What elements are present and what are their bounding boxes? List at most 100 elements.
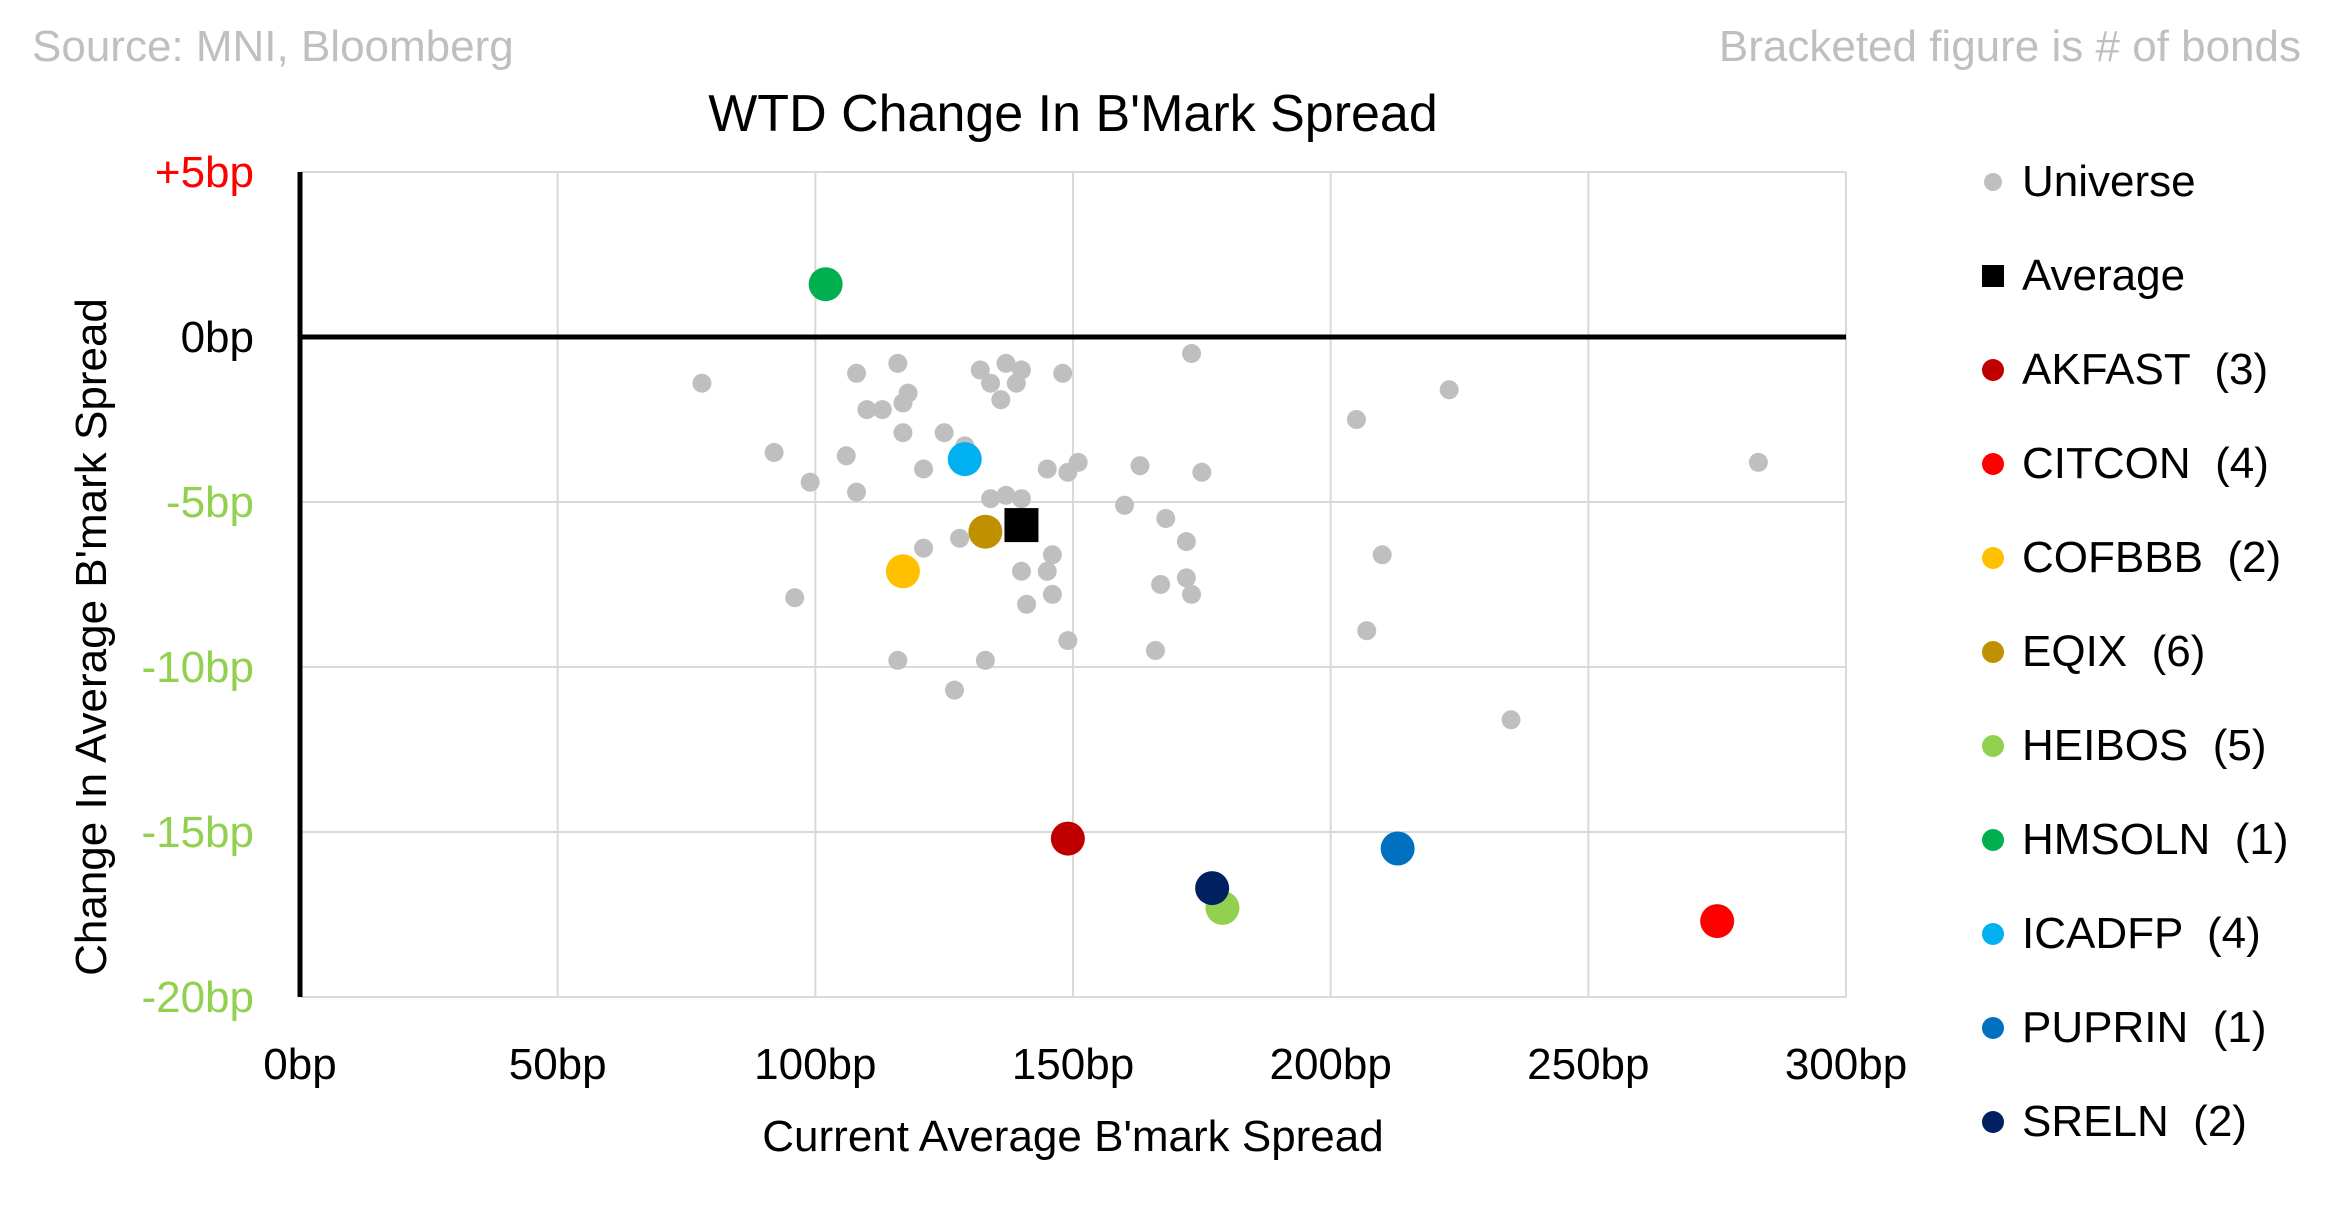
universe-point xyxy=(1151,575,1171,594)
universe-point xyxy=(1176,532,1196,552)
x-axis-label: Current Average B'mark Spread xyxy=(762,1112,1384,1161)
universe-point xyxy=(692,373,712,393)
universe-point xyxy=(914,538,934,558)
legend-label: HMSOLN (1) xyxy=(2022,815,2289,864)
legend-label: AKFAST (3) xyxy=(2022,345,2269,394)
universe-point xyxy=(1042,545,1062,565)
puprin-point xyxy=(1380,831,1415,866)
universe-point xyxy=(1439,380,1459,400)
legend-label: PUPRIN (1) xyxy=(2022,1003,2267,1052)
legend-label: SRELN (2) xyxy=(2022,1097,2247,1146)
universe-point xyxy=(1037,561,1057,581)
tick-labels: 0bp 50bp 100bp 150bp 200bp 250bp 300bp+5bp0bp-… xyxy=(141,148,1907,1089)
universe-point xyxy=(1053,363,1073,383)
chart-title: WTD Change In B'Mark Spread xyxy=(708,85,1438,143)
x-tick-label: 100bp xyxy=(754,1040,876,1089)
y-tick-label: 0bp xyxy=(181,313,254,362)
universe-point xyxy=(981,373,1001,393)
legend: Universe Average AKFAST (3) CITCON (4) COFBB… xyxy=(1982,135,2288,1169)
universe-point xyxy=(1068,452,1088,472)
legend-marker xyxy=(1982,547,2004,569)
universe-point xyxy=(934,423,954,443)
legend-marker xyxy=(1982,359,2004,381)
icadfp-point xyxy=(947,442,982,477)
universe-point xyxy=(1346,410,1366,429)
universe-point xyxy=(785,588,805,608)
legend-item: AKFAST (3) xyxy=(1982,323,2288,417)
universe-point xyxy=(893,423,913,443)
legend-marker xyxy=(1984,173,2002,191)
akfast-point xyxy=(1050,821,1085,856)
universe-point xyxy=(1115,495,1135,515)
universe-point xyxy=(872,400,892,420)
universe-point xyxy=(836,446,856,466)
legend-label: CITCON (4) xyxy=(2022,439,2269,488)
universe-point xyxy=(944,680,964,700)
universe-point xyxy=(847,363,867,383)
universe-point xyxy=(1182,344,1202,363)
legend-marker xyxy=(1982,735,2004,757)
legend-label: Average xyxy=(2022,251,2186,300)
universe-point xyxy=(970,360,990,380)
universe-point xyxy=(898,383,918,403)
universe-point xyxy=(1192,462,1212,482)
cofbbb-point xyxy=(885,554,920,589)
universe-point xyxy=(1011,561,1031,581)
universe-point xyxy=(1372,545,1392,565)
y-tick-label: -5bp xyxy=(166,478,254,527)
sreln-point xyxy=(1195,871,1230,906)
bond-count-note: Bracketed figure is # of bonds xyxy=(1718,22,2301,71)
legend-item: HMSOLN (1) xyxy=(1982,793,2288,887)
legend-marker xyxy=(1982,453,2004,475)
universe-point xyxy=(914,459,934,479)
legend-label: COFBBB (2) xyxy=(2022,533,2282,582)
universe-point xyxy=(1011,489,1031,509)
y-tick-label: -15bp xyxy=(141,808,254,857)
x-tick-label: 50bp xyxy=(509,1040,607,1089)
universe-point xyxy=(996,485,1016,505)
legend-marker xyxy=(1982,1111,2004,1133)
legend-item: Universe xyxy=(1982,135,2288,229)
universe-point xyxy=(1037,459,1057,479)
universe-point xyxy=(975,650,995,670)
y-tick-label: +5bp xyxy=(155,148,254,197)
universe-point xyxy=(1145,641,1165,660)
y-tick-label: -20bp xyxy=(141,973,254,1022)
average-point xyxy=(1004,508,1039,543)
universe-point xyxy=(1176,568,1196,588)
y-tick-label: -10bp xyxy=(141,643,254,692)
universe-point xyxy=(950,528,970,548)
universe-point xyxy=(800,472,820,492)
x-tick-label: 300bp xyxy=(1785,1040,1907,1089)
legend-item: HEIBOS (5) xyxy=(1982,699,2288,793)
legend-item: CITCON (4) xyxy=(1982,417,2288,511)
data-points xyxy=(692,267,1768,939)
x-tick-label: 250bp xyxy=(1527,1040,1649,1089)
x-tick-label: 0bp xyxy=(263,1040,336,1089)
universe-point xyxy=(1042,584,1062,604)
universe-point xyxy=(888,650,908,670)
eqix-point xyxy=(968,514,1003,549)
source-note: Source: MNI, Bloomberg xyxy=(32,22,514,71)
legend-item: EQIX (6) xyxy=(1982,605,2288,699)
universe-point xyxy=(1017,594,1037,614)
universe-point xyxy=(996,353,1016,373)
x-tick-label: 200bp xyxy=(1269,1040,1391,1089)
legend-marker xyxy=(1982,265,2004,287)
universe-point xyxy=(1156,509,1176,528)
legend-marker xyxy=(1982,829,2004,851)
x-tick-label: 150bp xyxy=(1012,1040,1134,1089)
universe-point xyxy=(1748,452,1768,472)
hmsoln-point xyxy=(808,267,843,302)
legend-item: Average xyxy=(1982,229,2288,323)
universe-point xyxy=(1182,584,1202,604)
legend-label: EQIX (6) xyxy=(2022,627,2206,676)
legend-label: Universe xyxy=(2022,157,2196,206)
axes xyxy=(297,172,1846,997)
universe-point xyxy=(1011,360,1031,380)
legend-marker xyxy=(1982,1017,2004,1039)
legend-item: SRELN (2) xyxy=(1982,1075,2288,1169)
citcon-point xyxy=(1700,904,1735,939)
universe-point xyxy=(847,482,867,502)
